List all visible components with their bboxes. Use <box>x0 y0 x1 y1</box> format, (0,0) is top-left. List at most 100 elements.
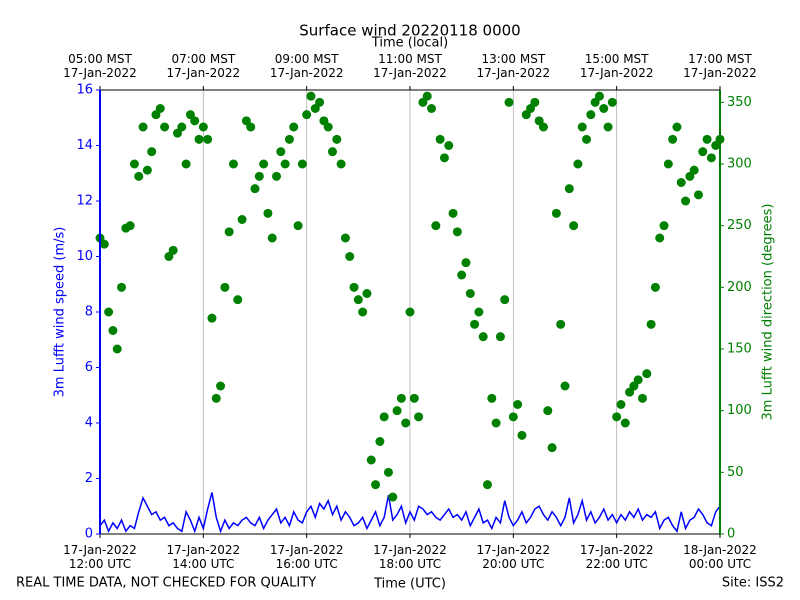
direction-point <box>267 233 277 243</box>
direction-point <box>582 134 592 144</box>
direction-point <box>676 178 686 187</box>
direction-point <box>297 159 307 169</box>
direction-point <box>603 122 613 132</box>
direction-point <box>142 165 152 175</box>
direction-point <box>216 381 226 391</box>
x-tick-label: 17-Jan-2022 22:00 UTC <box>579 543 654 571</box>
direction-point <box>190 116 200 126</box>
direction-point <box>487 393 497 403</box>
direction-point <box>237 215 247 224</box>
direction-point <box>332 134 342 144</box>
direction-point <box>134 171 144 181</box>
direction-point <box>315 97 325 107</box>
speed-line <box>99 492 721 534</box>
y2-tick-label: 250 <box>727 218 752 233</box>
x2-tick-label: 09:00 MST 17-Jan-2022 <box>269 52 344 80</box>
direction-point <box>431 221 441 231</box>
y2-tick-label: 0 <box>727 527 735 542</box>
direction-point <box>465 289 475 298</box>
direction-point <box>250 184 260 194</box>
direction-point <box>353 295 363 305</box>
y2-tick-label: 50 <box>727 465 744 480</box>
direction-point <box>383 467 393 477</box>
direction-point <box>392 406 402 416</box>
direction-point <box>599 104 609 113</box>
direction-point <box>302 110 312 120</box>
x-tick-label: 17-Jan-2022 18:00 UTC <box>373 543 447 571</box>
y-tick-label: 12 <box>76 194 93 209</box>
direction-point <box>452 227 462 237</box>
direction-point <box>444 141 454 150</box>
direction-point <box>702 134 712 144</box>
direction-point <box>616 400 626 409</box>
direction-point <box>263 208 273 218</box>
direction-point <box>99 239 109 249</box>
direction-point <box>706 153 716 163</box>
direction-point <box>448 208 458 218</box>
direction-point <box>543 406 553 416</box>
direction-point <box>504 97 514 107</box>
direction-point <box>129 159 139 169</box>
x-tick-label: 17-Jan-2022 12:00 UTC <box>63 543 137 571</box>
y2-tick-label: 350 <box>727 95 752 110</box>
y2-tick-label: 150 <box>727 342 752 357</box>
direction-point <box>439 153 449 163</box>
direction-point <box>457 270 467 280</box>
direction-point <box>358 307 368 317</box>
direction-point <box>638 393 647 403</box>
direction-point <box>513 400 523 409</box>
direction-point <box>379 412 389 422</box>
site-label: Site: ISS2 <box>722 576 784 591</box>
direction-point <box>681 196 691 206</box>
direction-point <box>272 171 282 181</box>
direction-point <box>371 480 381 490</box>
direction-point <box>698 147 708 157</box>
direction-point <box>328 147 337 157</box>
chart-title: Surface wind 20220118 0000 <box>299 22 520 40</box>
direction-point <box>336 159 346 169</box>
x2-axis-label: Time (local) <box>371 36 448 51</box>
direction-point <box>633 375 643 385</box>
direction-point <box>668 134 678 144</box>
direction-point <box>530 97 540 107</box>
y-tick-label: 10 <box>76 249 93 264</box>
direction-point <box>323 122 333 132</box>
direction-point <box>181 159 191 169</box>
direction-point <box>569 221 579 231</box>
direction-point <box>362 289 372 298</box>
direction-point <box>427 104 437 113</box>
direction-point <box>345 252 355 261</box>
y-tick-label: 0 <box>85 527 93 542</box>
direction-point <box>349 282 359 292</box>
direction-point <box>211 393 221 403</box>
x2-tick-label: 11:00 MST 17-Jan-2022 <box>373 52 447 80</box>
direction-point <box>642 369 652 379</box>
direction-point <box>659 221 669 231</box>
y-tick-label: 6 <box>85 360 93 375</box>
direction-point <box>573 159 583 169</box>
direction-point <box>478 332 488 342</box>
y-tick-label: 16 <box>76 83 93 98</box>
y-tick-label: 2 <box>85 471 93 486</box>
direction-point <box>564 184 574 194</box>
direction-point <box>538 122 548 132</box>
direction-point <box>500 295 510 305</box>
direction-point <box>228 159 238 169</box>
direction-point <box>655 233 665 243</box>
direction-point <box>168 245 178 255</box>
direction-point <box>422 91 432 101</box>
direction-point <box>117 282 127 292</box>
direction-point <box>220 282 230 292</box>
direction-point <box>147 147 157 157</box>
y-tick-label: 14 <box>76 138 93 153</box>
x2-tick-label: 17:00 MST 17-Jan-2022 <box>683 52 757 80</box>
direction-point <box>435 134 445 144</box>
y-tick-label: 4 <box>85 416 93 431</box>
direction-point <box>689 165 699 175</box>
x-tick-label: 17-Jan-2022 16:00 UTC <box>269 543 344 571</box>
direction-point <box>276 147 286 157</box>
direction-point <box>366 455 376 465</box>
direction-point <box>663 159 673 169</box>
direction-point <box>547 443 557 453</box>
